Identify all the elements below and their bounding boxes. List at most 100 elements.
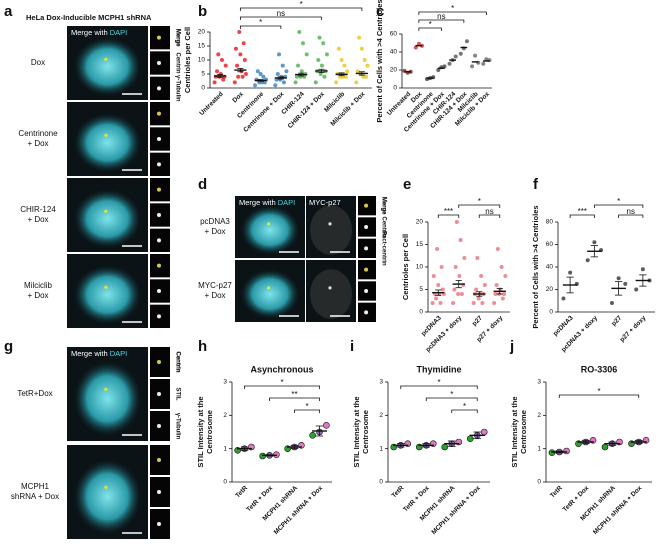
condition-label: + Dox [27,215,48,224]
y-axis-label: Percent of Cells with >4 Centrioles [531,205,540,328]
data-point [255,69,260,74]
x-tick-label: MCPH1 shRNA + Dox [430,484,482,536]
condition-label: shRNA + Dox [11,492,59,501]
y-tick-label: 3 [223,379,227,386]
data-point [294,74,299,79]
y-tick-label: 0 [393,85,397,92]
chart-title: Asynchronous [250,364,313,374]
channel-label: γ-Tubulin [174,413,180,440]
data-point [281,80,286,85]
centrosome-signal [267,286,271,290]
condition-label: + Dox [27,291,48,300]
panel-letter: f [533,176,539,193]
centrosome-signal [104,133,108,137]
y-tick-label: 10 [416,264,424,271]
data-point [233,46,238,51]
x-tick-label: MCPH1 shRNA + Dox [592,484,644,536]
significance-bracket [269,397,320,401]
y-tick-label: 60 [546,241,554,248]
significance-bracket [244,385,320,389]
data-point [413,45,418,50]
panel-letter: d [198,176,207,193]
x-tick-label: pcDNA3 + doxy [425,314,464,353]
panel-letter: i [350,338,354,355]
y-tick-label: 0 [379,479,383,486]
data-point [362,58,367,62]
condition-label: CHIR-124 [20,205,56,214]
panel-title: HeLa Dox-Inducible MCPH1 shRNA [26,13,152,22]
image-header-part: Merge with [239,198,278,207]
x-tick-label: CHIR-124 + Dox [287,90,327,130]
significance-bracket [437,214,460,218]
cell-image [73,113,142,173]
significance-bracket [569,214,595,218]
significance-label: ns [627,207,635,216]
data-point [223,63,228,68]
data-point [430,301,435,305]
channel-label: Merge [380,197,386,215]
y-axis-label: Centrosome [361,410,370,454]
image-header-part: DAPI [110,349,128,358]
chart-title: Thymidine [416,364,461,374]
significance-label: ns [437,12,445,21]
data-point [601,443,609,451]
y-axis-label: STIL Intensity at the [196,396,205,467]
inset-signal [364,289,369,293]
data-point [334,80,339,85]
y-tick-label: 20 [546,286,554,293]
data-point [275,72,280,76]
inset-signal [157,458,161,462]
data-point [609,301,614,305]
data-point [563,447,570,455]
y-tick-label: 20 [390,67,398,74]
channel-label: STIL [174,388,180,401]
data-point [623,281,628,286]
inset-signal [157,490,161,494]
image-header-part: DAPI [110,28,128,37]
data-point [441,443,449,451]
significance-bracket [239,7,363,11]
data-point [323,422,330,429]
y-axis-label: Centrioles per Cell [183,27,192,93]
centrosome-signal [104,209,108,213]
significance-bracket [418,27,442,31]
x-tick-label: MCPH1 shRNA + Dox [273,484,325,536]
image-header-part: DAPI [278,198,296,207]
inset-signal [157,213,161,217]
chart-title: RO-3306 [581,364,618,374]
y-tick-label: 1 [379,445,383,452]
significance-label: ns [485,207,493,216]
data-point [416,41,421,46]
centrosome-signal [104,387,108,391]
centrosome-signal [328,222,332,226]
x-tick-label: TetR [391,484,406,499]
x-tick-label: p27 + doxy [619,314,648,343]
data-point [475,256,480,260]
data-point [568,270,573,275]
y-tick-label: 20 [198,29,206,36]
data-point [313,80,318,85]
data-point [342,63,347,68]
x-tick-label: TetR [234,484,249,499]
cell-image [73,361,142,437]
significance-bracket [425,397,478,401]
image-header-part: Merge with [71,28,110,37]
significance-bracket [618,214,644,218]
inset-signal [157,86,161,91]
data-point [280,63,285,68]
data-point [634,287,639,292]
data-point [480,301,485,305]
significance-bracket [418,19,465,23]
y-axis-label: STIL Intensity at the [510,396,519,467]
inset-signal [157,314,161,319]
centrosome-signal [328,286,332,290]
data-point [493,292,498,296]
data-point [592,240,597,245]
significance-label: *** [578,207,587,216]
data-point [440,287,445,292]
inset-signal [157,424,161,428]
cell-image [73,265,142,325]
condition-label: Centrinone [18,129,58,138]
condition-label: MCPH1 [21,482,50,491]
inset-signal [157,522,161,526]
